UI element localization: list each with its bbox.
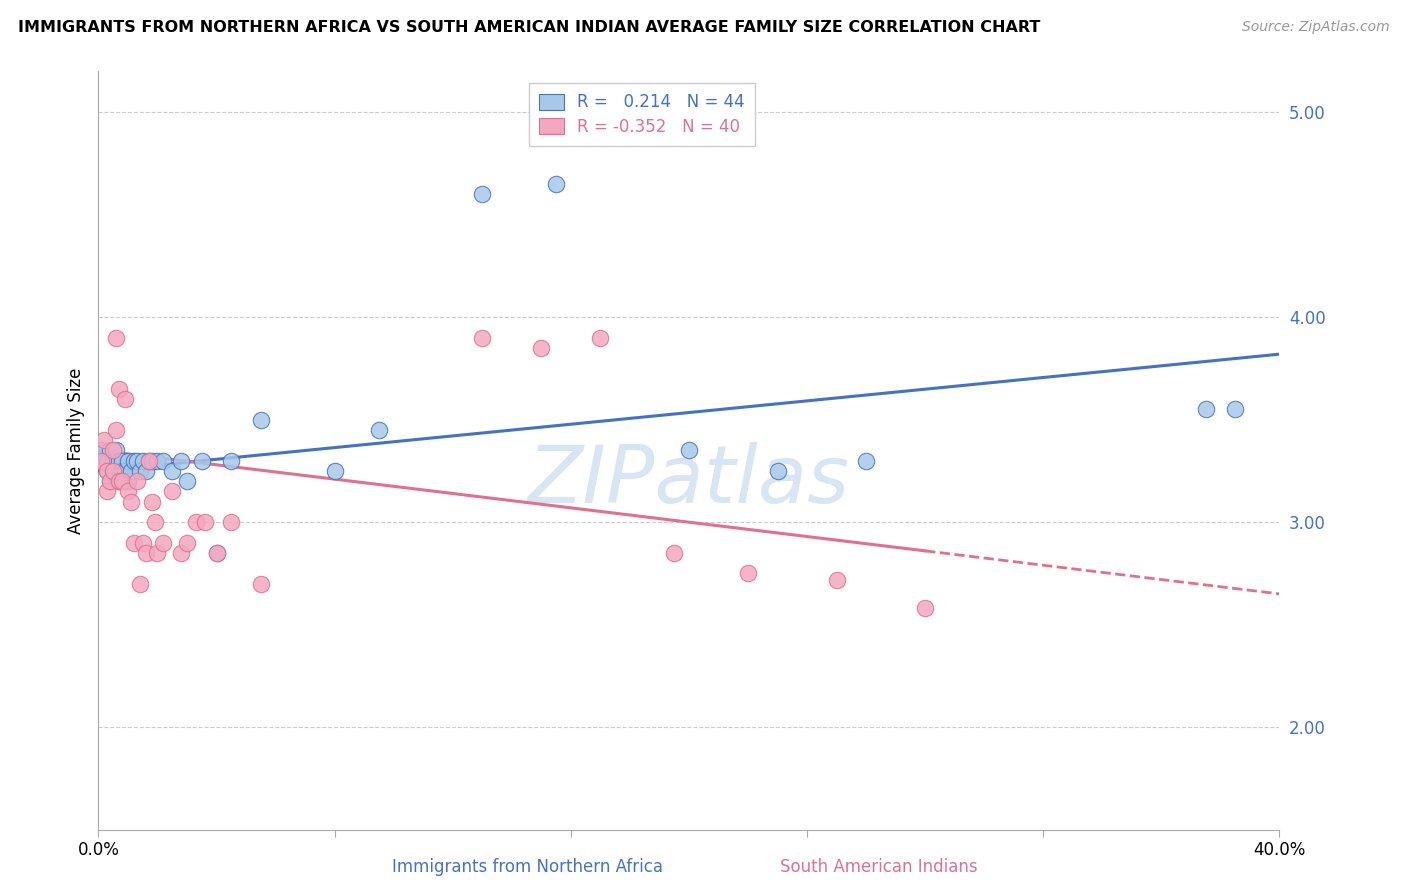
Point — [162, 464, 183, 478]
Point — [108, 453, 131, 467]
Point — [146, 453, 169, 467]
Point — [103, 443, 125, 458]
Point — [152, 453, 174, 467]
Point — [141, 453, 163, 467]
Point — [105, 331, 128, 345]
Point — [114, 392, 136, 407]
Point — [125, 474, 148, 488]
Point — [250, 413, 273, 427]
Point — [146, 546, 169, 560]
Point — [111, 474, 134, 488]
Point — [221, 515, 243, 529]
Point — [176, 535, 198, 549]
Point — [108, 474, 131, 488]
Point — [120, 494, 142, 508]
Point — [135, 546, 157, 560]
Point — [250, 576, 273, 591]
Point — [114, 464, 136, 478]
Text: South American Indians: South American Indians — [780, 858, 977, 876]
Point — [117, 474, 139, 488]
Point — [323, 464, 346, 478]
Point — [191, 453, 214, 467]
Text: Immigrants from Northern Africa: Immigrants from Northern Africa — [392, 858, 662, 876]
Point — [103, 464, 125, 478]
Text: IMMIGRANTS FROM NORTHERN AFRICA VS SOUTH AMERICAN INDIAN AVERAGE FAMILY SIZE COR: IMMIGRANTS FROM NORTHERN AFRICA VS SOUTH… — [18, 20, 1040, 35]
Y-axis label: Average Family Size: Average Family Size — [66, 368, 84, 533]
Point — [1225, 402, 1247, 417]
Point — [122, 535, 145, 549]
Point — [105, 443, 128, 458]
Point — [152, 535, 174, 549]
Point — [138, 453, 160, 467]
Point — [184, 515, 207, 529]
Point — [825, 573, 848, 587]
Point — [93, 453, 115, 467]
Point — [138, 453, 160, 467]
Point — [471, 331, 494, 345]
Legend: R =   0.214   N = 44, R = -0.352   N = 40: R = 0.214 N = 44, R = -0.352 N = 40 — [529, 84, 755, 146]
Point — [170, 546, 193, 560]
Point — [132, 535, 155, 549]
Point — [132, 453, 155, 467]
Point — [205, 546, 228, 560]
Point — [117, 453, 139, 467]
Point — [128, 464, 150, 478]
Point — [96, 453, 118, 467]
Point — [135, 464, 157, 478]
Point — [143, 515, 166, 529]
Point — [194, 515, 217, 529]
Point — [128, 576, 150, 591]
Point — [105, 423, 128, 437]
Point — [471, 187, 494, 202]
Point — [90, 443, 112, 458]
Point — [678, 443, 700, 458]
Point — [125, 453, 148, 467]
Point — [122, 453, 145, 467]
Text: Source: ZipAtlas.com: Source: ZipAtlas.com — [1241, 20, 1389, 34]
Point — [120, 464, 142, 478]
Point — [546, 177, 568, 191]
Point — [1195, 402, 1218, 417]
Point — [108, 474, 131, 488]
Point — [855, 453, 877, 467]
Point — [205, 546, 228, 560]
Point — [103, 464, 125, 478]
Point — [98, 443, 121, 458]
Point — [914, 601, 936, 615]
Point — [117, 484, 139, 499]
Point — [98, 474, 121, 488]
Point — [766, 464, 789, 478]
Point — [664, 546, 686, 560]
Point — [162, 484, 183, 499]
Point — [103, 453, 125, 467]
Text: ZIPatlas: ZIPatlas — [527, 442, 851, 520]
Point — [530, 341, 553, 355]
Point — [98, 474, 121, 488]
Point — [111, 453, 134, 467]
Point — [176, 474, 198, 488]
Point — [221, 453, 243, 467]
Point — [96, 484, 118, 499]
Point — [96, 464, 118, 478]
Point — [368, 423, 391, 437]
Point — [114, 474, 136, 488]
Point — [96, 464, 118, 478]
Point — [589, 331, 612, 345]
Point — [108, 382, 131, 396]
Point — [141, 494, 163, 508]
Point — [737, 566, 759, 581]
Point — [170, 453, 193, 467]
Point — [90, 453, 112, 467]
Point — [111, 464, 134, 478]
Point — [105, 464, 128, 478]
Point — [93, 434, 115, 448]
